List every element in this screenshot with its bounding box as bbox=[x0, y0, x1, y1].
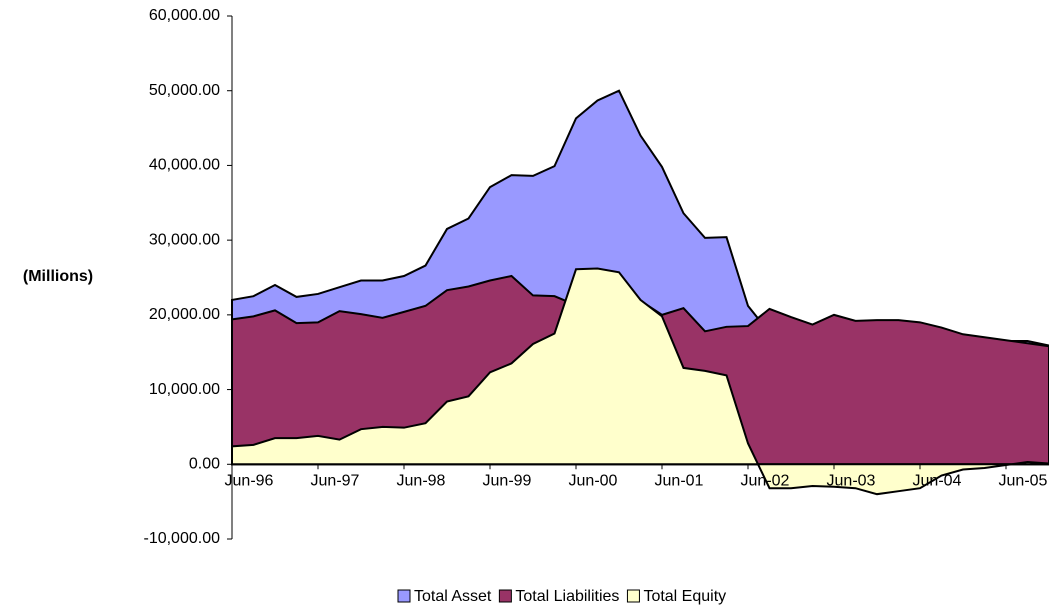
x-tick-label: Jun-00 bbox=[569, 473, 618, 490]
legend-swatch bbox=[397, 589, 411, 603]
x-tick-label: Jun-98 bbox=[397, 473, 446, 490]
x-tick-label: Jun-05 bbox=[999, 473, 1048, 490]
y-tick-label: 50,000.00 bbox=[149, 82, 220, 99]
x-tick-label: Jun-04 bbox=[913, 473, 962, 490]
area bbox=[231, 267, 1049, 496]
y-tick-label: 0.00 bbox=[189, 456, 220, 473]
y-tick-label: 40,000.00 bbox=[149, 157, 220, 174]
y-tick-label: -10,000.00 bbox=[143, 530, 220, 547]
y-tick-label: 60,000.00 bbox=[149, 7, 220, 24]
x-tick-label: Jun-97 bbox=[311, 473, 360, 490]
legend-label: Total Equity bbox=[643, 588, 726, 605]
legend-label: Total Asset bbox=[414, 588, 492, 605]
x-tick-label: Jun-02 bbox=[741, 473, 790, 490]
legend-swatch bbox=[626, 589, 640, 603]
x-tick-label: Jun-99 bbox=[483, 473, 532, 490]
y-tick-label: 30,000.00 bbox=[149, 231, 220, 248]
y-tick-label: 20,000.00 bbox=[149, 306, 220, 323]
y-tick-label: 10,000.00 bbox=[149, 381, 220, 398]
x-tick-label: Jun-96 bbox=[225, 473, 274, 490]
x-tick-label: Jun-01 bbox=[655, 473, 704, 490]
y-axis-title: (Millions) bbox=[23, 268, 93, 285]
legend-label: Total Liabilities bbox=[515, 588, 619, 605]
legend-swatch bbox=[498, 589, 512, 603]
x-tick-label: Jun-03 bbox=[827, 473, 876, 490]
